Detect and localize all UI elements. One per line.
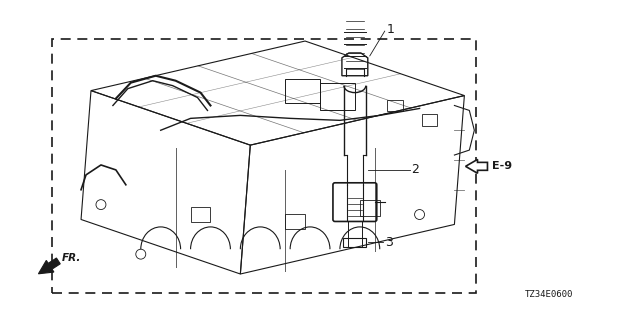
- Bar: [191, 207, 211, 222]
- Text: TZ34E0600: TZ34E0600: [525, 290, 573, 299]
- Bar: [360, 200, 380, 215]
- Bar: [387, 100, 403, 111]
- Bar: [285, 79, 320, 103]
- Bar: [422, 114, 438, 126]
- Bar: [320, 83, 355, 110]
- Text: 3: 3: [385, 236, 392, 249]
- Bar: [285, 213, 305, 229]
- Text: 2: 2: [412, 164, 419, 176]
- Text: E-9: E-9: [492, 161, 513, 171]
- FancyArrow shape: [465, 159, 488, 173]
- FancyArrow shape: [38, 258, 60, 274]
- Text: 1: 1: [387, 23, 395, 36]
- Text: FR.: FR.: [61, 253, 81, 263]
